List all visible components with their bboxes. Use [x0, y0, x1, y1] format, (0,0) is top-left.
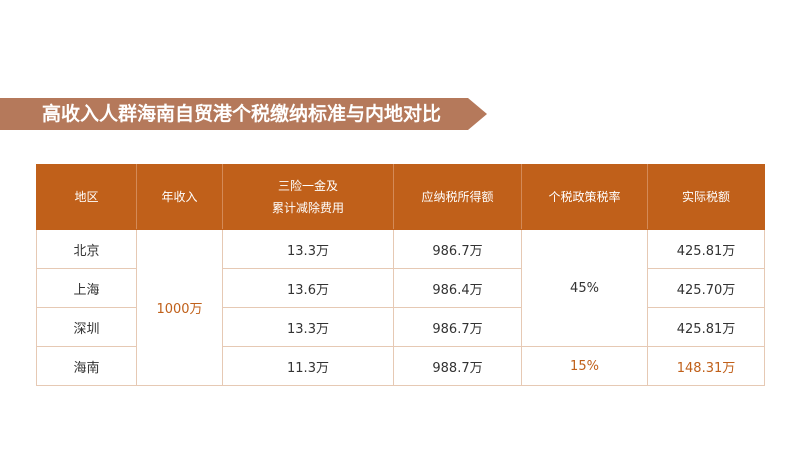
table-row: 上海 13.6万 986.4万 425.70万 [36, 268, 765, 308]
cell-taxable: 988.7万 [393, 346, 522, 386]
table-header-row: 地区 年收入 三险一金及 累计减除费用 应纳税所得额 个税政策税率 实际税额 [36, 164, 765, 230]
cell-deduction: 13.3万 [222, 307, 394, 347]
header-region: 地区 [36, 164, 137, 230]
cell-deduction: 11.3万 [222, 346, 394, 386]
cell-taxable: 986.7万 [393, 307, 522, 347]
tax-comparison-table: 地区 年收入 三险一金及 累计减除费用 应纳税所得额 个税政策税率 实际税额 北… [36, 164, 765, 386]
header-taxable: 应纳税所得额 [393, 164, 522, 230]
cell-actual-tax: 425.70万 [647, 268, 765, 308]
cell-region: 深圳 [36, 307, 137, 347]
cell-taxable: 986.7万 [393, 229, 522, 269]
table-row: 海南 11.3万 988.7万 15% 148.31万 [36, 346, 765, 386]
table-row: 深圳 13.3万 986.7万 425.81万 [36, 307, 765, 347]
header-deduction-line1: 三险一金及 [277, 179, 338, 193]
cell-mainland-rate: 45% [521, 229, 648, 347]
cell-hainan-rate: 15% [521, 346, 648, 386]
cell-region: 上海 [36, 268, 137, 308]
page-title: 高收入人群海南自贸港个税缴纳标准与内地对比 [42, 103, 442, 125]
header-deduction: 三险一金及 累计减除费用 [222, 164, 394, 230]
table-row: 北京 1000万 13.3万 986.7万 45% 425.81万 [36, 229, 765, 386]
cell-deduction: 13.6万 [222, 268, 394, 308]
title-banner [0, 98, 487, 130]
cell-actual-tax: 425.81万 [647, 307, 765, 347]
cell-deduction: 13.3万 [222, 229, 394, 269]
cell-taxable: 986.4万 [393, 268, 522, 308]
header-actual-tax: 实际税额 [647, 164, 765, 230]
cell-actual-tax: 425.81万 [647, 229, 765, 269]
header-rate: 个税政策税率 [521, 164, 648, 230]
header-income: 年收入 [136, 164, 223, 230]
cell-region: 北京 [36, 229, 137, 269]
header-deduction-line2: 累计减除费用 [271, 201, 344, 215]
cell-actual-tax: 148.31万 [647, 346, 765, 386]
cell-region: 海南 [36, 346, 137, 386]
cell-annual-income: 1000万 [136, 229, 223, 386]
